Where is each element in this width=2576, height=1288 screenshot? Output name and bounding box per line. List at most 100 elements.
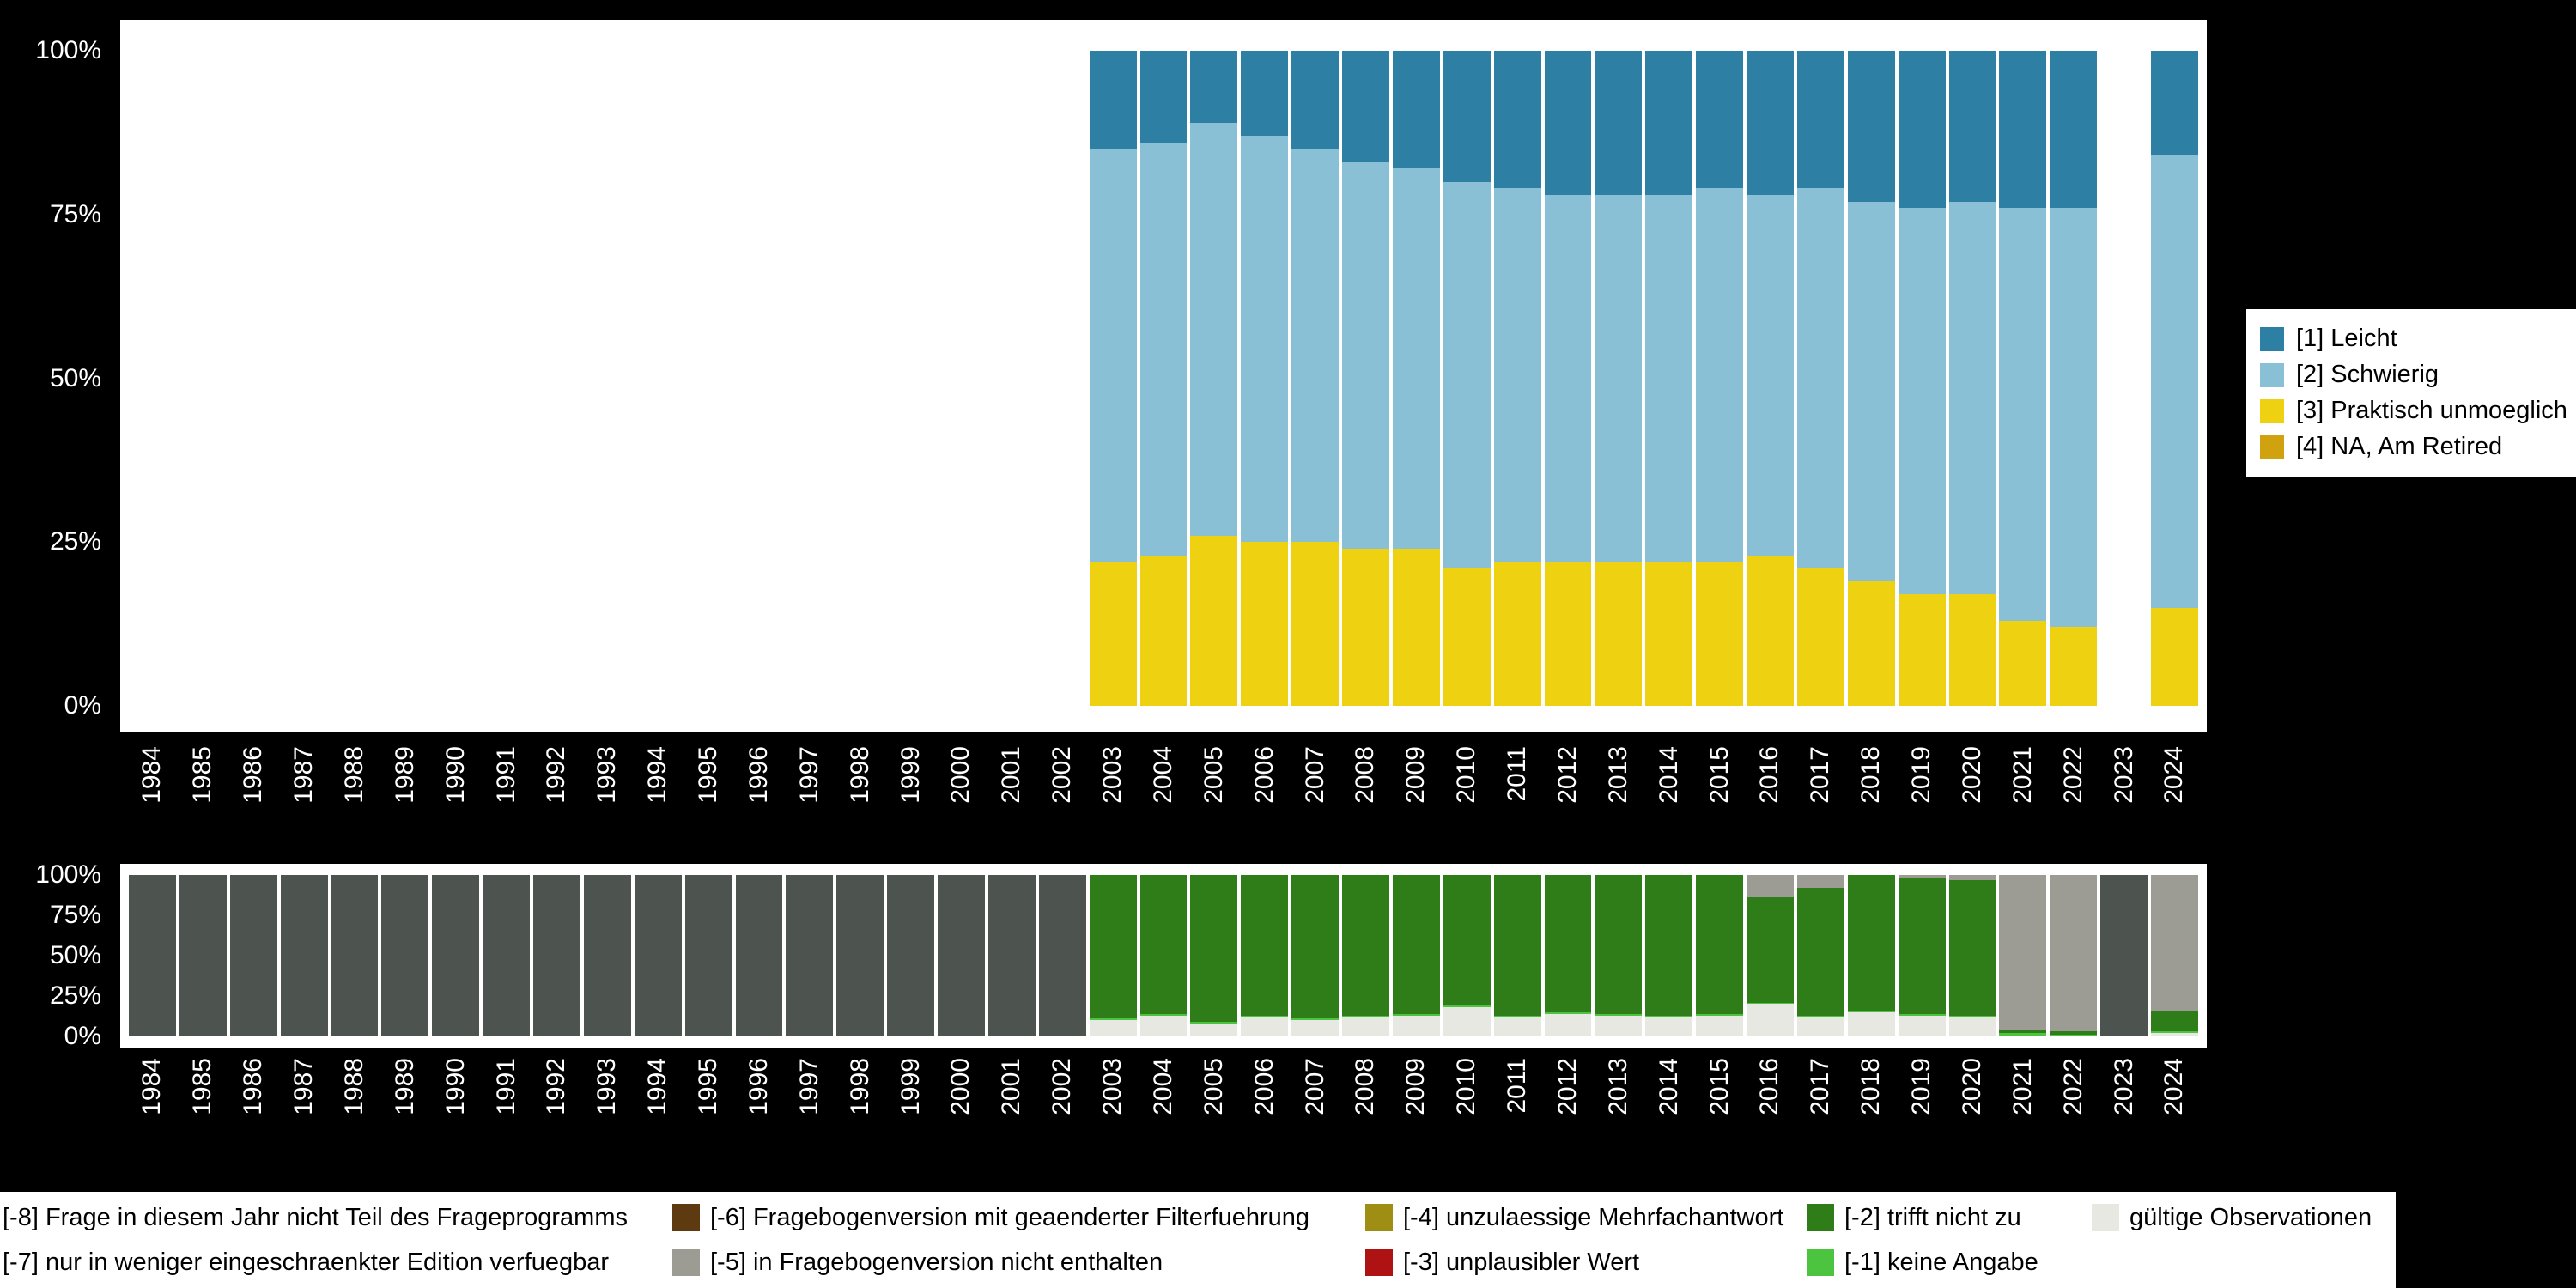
bar-1996	[735, 875, 783, 1036]
x-tick-label: 2019	[1907, 746, 1936, 804]
segment-2017	[1796, 51, 1844, 189]
legend-item: [-8] Frage in diesem Jahr nicht Teil des…	[0, 1204, 665, 1232]
x-tick-label: 2002	[1048, 1058, 1077, 1115]
x-tick-2012: 2012	[1545, 746, 1592, 839]
x-tick-label: 2010	[1452, 746, 1481, 804]
legend-swatch	[672, 1249, 700, 1276]
x-tick-1992: 1992	[533, 1058, 580, 1151]
x-tick-2013: 2013	[1595, 1058, 1642, 1151]
segment-2016	[1747, 51, 1794, 195]
x-tick-label: 2014	[1654, 746, 1683, 804]
x-tick-2015: 2015	[1696, 746, 1743, 839]
segment-1999	[887, 875, 934, 1036]
segment-2022	[2050, 1035, 2098, 1036]
legend-item: [-2] trifft nicht zu	[1800, 1204, 2085, 1232]
segment-2007	[1291, 542, 1339, 706]
x-tick-2004: 2004	[1140, 746, 1188, 839]
top-chart-plot-area	[120, 20, 2207, 732]
x-tick-label: 2022	[2058, 746, 2087, 804]
bar-2016	[1747, 51, 1794, 706]
x-tick-label: 2011	[1503, 746, 1532, 802]
segment-1993	[583, 875, 631, 1036]
segment-2011	[1493, 51, 1541, 189]
segment-2017	[1796, 888, 1844, 1016]
x-tick-2006: 2006	[1241, 1058, 1288, 1151]
segment-2012	[1544, 194, 1592, 562]
segment-2012	[1544, 1012, 1592, 1014]
bar-1984	[129, 51, 176, 706]
segment-2017	[1796, 568, 1844, 706]
x-tick-2014: 2014	[1645, 1058, 1692, 1151]
segment-2014	[1645, 875, 1693, 1016]
segment-2018	[1847, 1012, 1895, 1036]
bar-1986	[230, 51, 277, 706]
x-tick-label: 1985	[188, 746, 217, 804]
segment-2019	[1898, 594, 1946, 706]
segment-2010	[1443, 51, 1491, 182]
x-tick-label: 2023	[2109, 1058, 2138, 1115]
x-tick-1989: 1989	[381, 1058, 428, 1151]
bar-2006	[1241, 875, 1289, 1036]
bar-2023	[2100, 875, 2148, 1036]
segment-2011	[1493, 1017, 1541, 1036]
bar-1987	[280, 875, 328, 1036]
x-tick-2024: 2024	[2151, 746, 2198, 839]
segment-2006	[1241, 1015, 1289, 1018]
segment-2019	[1898, 878, 1946, 1014]
bar-1995	[685, 51, 732, 706]
segment-2014	[1645, 1017, 1693, 1036]
segment-2024	[2151, 1033, 2198, 1036]
bar-2015	[1696, 51, 1743, 706]
segment-2000	[938, 875, 985, 1036]
legend-swatch	[2260, 434, 2284, 459]
bar-2024	[2151, 51, 2198, 706]
segment-2004	[1139, 555, 1188, 706]
x-tick-2016: 2016	[1747, 746, 1794, 839]
bar-1985	[179, 51, 227, 706]
segment-2014	[1645, 1015, 1693, 1018]
bar-2012	[1544, 51, 1592, 706]
bar-2023	[2100, 51, 2148, 706]
x-tick-label: 2013	[1603, 1058, 1632, 1115]
bar-2018	[1847, 51, 1895, 706]
bar-2017	[1796, 875, 1844, 1036]
x-tick-label: 1990	[440, 746, 470, 804]
x-tick-label: 1987	[289, 746, 319, 804]
bar-1986	[229, 875, 277, 1036]
segment-2019	[1898, 51, 1946, 209]
x-tick-label: 2011	[1503, 1058, 1532, 1114]
segment-2004	[1139, 1015, 1188, 1036]
segment-2021	[1999, 208, 2047, 621]
x-tick-2011: 2011	[1494, 1058, 1541, 1151]
x-tick-1990: 1990	[432, 746, 479, 839]
segment-2017	[1796, 188, 1844, 568]
segment-2015	[1696, 51, 1743, 189]
x-tick-label: 2012	[1552, 746, 1582, 804]
x-tick-2022: 2022	[2050, 746, 2097, 839]
x-tick-1986: 1986	[230, 1058, 277, 1151]
bar-2017	[1796, 51, 1844, 706]
segment-2022	[2050, 1031, 2098, 1036]
segment-2014	[1645, 51, 1693, 195]
bar-2005	[1190, 51, 1238, 706]
segment-2008	[1342, 875, 1389, 1016]
x-tick-1999: 1999	[887, 746, 934, 839]
bar-2000	[938, 875, 985, 1036]
x-tick-1997: 1997	[786, 746, 833, 839]
legend-label: [-5] in Fragebogenversion nicht enthalte…	[710, 1248, 1163, 1276]
segment-2015	[1696, 188, 1743, 562]
segment-2011	[1493, 875, 1541, 1016]
segment-2011	[1493, 1015, 1541, 1018]
segment-2003	[1089, 1018, 1137, 1021]
x-tick-label: 1989	[390, 746, 419, 804]
segment-1986	[229, 875, 277, 1036]
segment-2008	[1342, 548, 1389, 706]
x-tick-label: 2007	[1300, 746, 1329, 804]
x-tick-2008: 2008	[1342, 746, 1389, 839]
segment-2010	[1443, 1007, 1491, 1036]
x-tick-2023: 2023	[2100, 746, 2148, 839]
x-tick-label: 2009	[1401, 1058, 1431, 1115]
x-tick-label: 2015	[1704, 1058, 1734, 1115]
y-tick-label: 100%	[35, 860, 101, 889]
bar-2007	[1291, 875, 1339, 1036]
